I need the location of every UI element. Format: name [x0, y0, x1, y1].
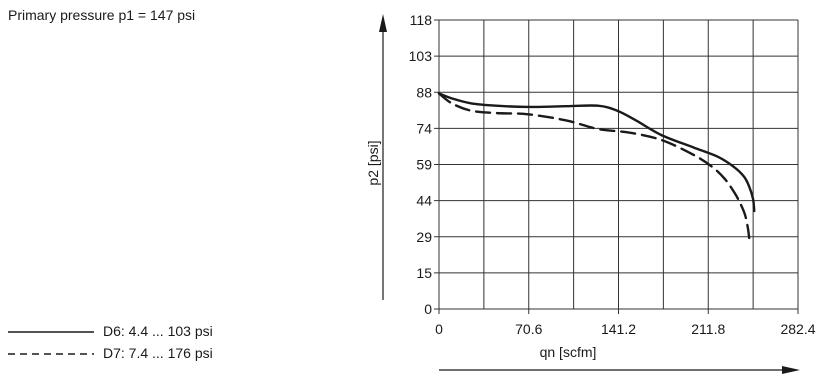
- series-line-d7: [437, 92, 751, 240]
- y-tick-label: 29: [416, 229, 432, 245]
- y-tick-label: 103: [409, 48, 433, 64]
- x-tick-label: 211.8: [691, 321, 725, 337]
- series-layer: [437, 92, 756, 240]
- legend-swatch-solid: [8, 331, 94, 333]
- y-tick-label: 118: [410, 12, 433, 28]
- legend-label: D7: 7.4 ... 176 psi: [103, 345, 213, 361]
- y-tick-label: 44: [416, 193, 432, 209]
- y-tick-label: 15: [416, 265, 432, 281]
- y-axis-arrowhead-icon: [379, 14, 387, 32]
- legend-label: D6: 4.4 ... 103 psi: [103, 323, 213, 339]
- x-axis-label: qn [scfm]: [540, 344, 597, 360]
- axes: [379, 14, 800, 374]
- x-axis-arrowhead-icon: [782, 366, 800, 374]
- series-line-d6: [437, 92, 756, 213]
- y-tick-label: 59: [416, 157, 432, 173]
- x-tick-label: 0: [435, 321, 443, 337]
- y-tick-label: 88: [416, 84, 432, 100]
- grid: [438, 19, 799, 310]
- y-axis-label: p2 [psi]: [365, 140, 381, 185]
- x-tick-label: 141.2: [601, 321, 636, 337]
- y-tick-label: 74: [416, 120, 432, 136]
- legend-swatch-dashed: [8, 353, 94, 355]
- x-tick-label: 70.6: [515, 321, 542, 337]
- chart-caption: Primary pressure p1 = 147 psi: [8, 7, 196, 23]
- y-tick-label: 0: [424, 301, 432, 317]
- tick-labels: 0 15 29 44 59 74 88 103 118 0 70.6 141.2 211.8 282.4: [409, 12, 816, 337]
- x-tick-label: 282.4: [780, 321, 815, 337]
